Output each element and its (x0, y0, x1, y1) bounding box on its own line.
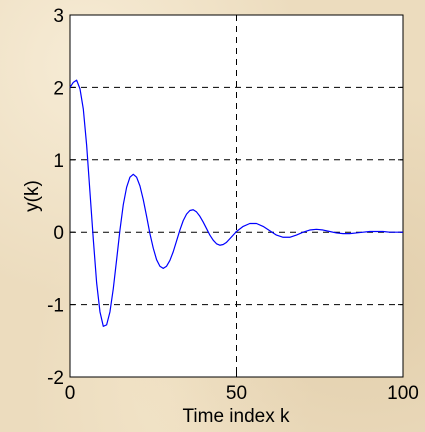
x-tick-labels: 0 50 100 (65, 383, 419, 404)
y-axis-label: y(k) (22, 180, 43, 212)
series-layer (69, 79, 403, 327)
y-tick-label: 0 (53, 223, 64, 244)
grid-lines (70, 15, 403, 377)
x-tick-label: 100 (387, 383, 419, 404)
x-tick-label: 0 (65, 383, 76, 404)
y-tick-labels: -2 -1 0 1 2 3 (47, 6, 64, 389)
y-tick-label: 1 (53, 151, 64, 172)
y-tick-label: 2 (53, 78, 64, 99)
series-line (69, 79, 403, 327)
y-tick-label: 3 (53, 6, 64, 27)
x-axis-label: Time index k (183, 406, 290, 427)
y-tick-label: -2 (47, 368, 64, 389)
tick-marks (69, 14, 404, 378)
y-tick-label: -1 (47, 296, 64, 317)
x-tick-label: 50 (226, 383, 247, 404)
